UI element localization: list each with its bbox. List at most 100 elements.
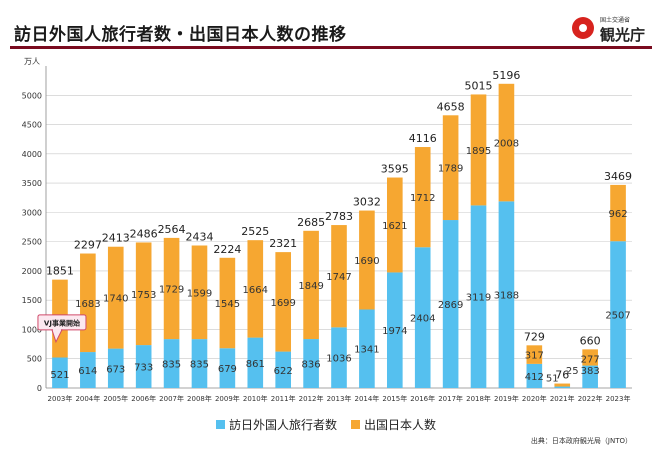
data-label-total: 3032 <box>353 196 381 209</box>
y-tick-label: 3000 <box>22 208 42 217</box>
data-label-total: 1851 <box>46 265 74 278</box>
data-label-outbound: 277 <box>581 354 600 365</box>
bar-outbound <box>303 230 319 340</box>
data-label-outbound: 317 <box>525 351 544 362</box>
data-label-total: 2486 <box>130 227 158 240</box>
data-label-inbound: 1036 <box>326 354 351 365</box>
data-label-total: 2525 <box>241 225 269 238</box>
x-tick-label: 2018年 <box>466 394 491 403</box>
bar-inbound <box>303 339 319 388</box>
data-label-outbound: 1712 <box>410 193 435 204</box>
bar-outbound <box>498 83 515 202</box>
legend-swatch-inbound <box>216 420 225 429</box>
data-label-total: 5196 <box>492 69 520 82</box>
x-tick-label: 2015年 <box>382 394 407 403</box>
data-label-total: 2564 <box>158 223 186 236</box>
data-label-inbound: 1974 <box>382 326 407 337</box>
data-label-inbound: 622 <box>274 366 293 377</box>
data-label-outbound: 1895 <box>466 146 491 157</box>
y-axis-unit-label: 万人 <box>24 57 40 66</box>
x-tick-label: 2003年 <box>48 394 73 403</box>
bar-inbound <box>526 363 543 388</box>
bar-inbound <box>386 272 403 388</box>
bar-outbound <box>582 349 598 366</box>
x-tick-label: 2020年 <box>522 394 547 403</box>
legend-label-inbound: 訪日外国人旅行者数 <box>229 418 338 432</box>
data-label-outbound: 1664 <box>243 285 268 296</box>
data-label-total: 2434 <box>185 231 213 244</box>
bar-outbound <box>414 147 431 248</box>
x-tick-label: 2017年 <box>438 394 463 403</box>
x-tick-label: 2014年 <box>354 394 379 403</box>
bar-outbound <box>331 225 347 328</box>
y-tick-label: 2500 <box>22 238 42 247</box>
bar-outbound <box>470 94 487 206</box>
bar-outbound <box>163 237 180 340</box>
bar-outbound <box>247 240 264 338</box>
bar-inbound <box>470 205 487 388</box>
legend-item-inbound: 訪日外国人旅行者数 <box>216 416 337 433</box>
x-tick-label: 2005年 <box>103 394 128 403</box>
y-tick-label: 3500 <box>22 179 42 188</box>
data-label-outbound: 1849 <box>298 281 323 292</box>
x-tick-label: 2022年 <box>578 394 603 403</box>
y-tick-label: 4500 <box>22 121 42 130</box>
bar-inbound <box>331 327 347 388</box>
data-label-total: 3469 <box>604 170 632 183</box>
data-label-inbound: 412 <box>525 372 544 383</box>
bar-inbound <box>107 348 124 388</box>
data-label-total: 2783 <box>325 210 353 223</box>
data-label-inbound: 673 <box>106 364 125 375</box>
bar-inbound <box>52 357 68 388</box>
bar-outbound <box>554 383 571 387</box>
data-label-inbound: 3119 <box>466 293 491 304</box>
bar-outbound <box>359 210 375 310</box>
bar-inbound <box>498 201 515 388</box>
data-label-total: 660 <box>580 334 601 347</box>
data-label-total: 2321 <box>269 237 297 250</box>
bar-outbound <box>219 257 236 349</box>
bar-inbound <box>247 337 264 388</box>
data-label-outbound: 1599 <box>187 288 212 299</box>
y-tick-label: 2000 <box>22 267 42 276</box>
data-label-outbound: 1545 <box>215 299 240 310</box>
bar-inbound <box>163 339 180 388</box>
x-tick-label: 2021年 <box>550 394 575 403</box>
data-label-outbound: 1690 <box>354 256 379 267</box>
data-label-inbound: 521 <box>50 370 69 381</box>
data-label-total: 2413 <box>102 232 130 245</box>
vj-callout-label: VJ事業開始 <box>44 318 80 327</box>
data-label-outbound: 1740 <box>103 294 128 305</box>
x-tick-label: 2006年 <box>131 394 156 403</box>
data-label-total: 4116 <box>409 132 437 145</box>
logo-name: 観光庁 <box>600 26 646 44</box>
logo-ministry: 国土交通省 <box>600 17 631 24</box>
data-label-inbound: 733 <box>134 363 153 374</box>
data-label-inbound: 861 <box>246 359 265 370</box>
logo-mark-icon <box>572 17 594 39</box>
y-tick-label: 1500 <box>22 296 42 305</box>
x-tick-label: 2016年 <box>410 394 435 403</box>
data-label-inbound: 679 <box>218 364 237 375</box>
data-label-inbound: 2869 <box>438 300 463 311</box>
source-note: 出典：日本政府観光局（JNTO） <box>530 437 632 445</box>
data-label-outbound: 962 <box>609 209 628 220</box>
bar-outbound <box>275 252 292 352</box>
bar-inbound <box>610 241 626 388</box>
y-tick-label: 500 <box>27 355 42 364</box>
data-label-inbound: 383 <box>581 366 600 377</box>
data-label-outbound: 1747 <box>326 272 351 283</box>
bar-outbound <box>135 242 152 346</box>
bar-inbound <box>554 386 571 388</box>
jta-logo: 国土交通省 観光庁 <box>572 13 646 45</box>
bar-inbound <box>442 220 459 388</box>
chart-legend: 訪日外国人旅行者数 出国日本人数 <box>216 416 436 433</box>
legend-label-outbound: 出国日本人数 <box>364 418 437 432</box>
data-label-total: 2224 <box>213 243 241 256</box>
data-label-outbound: 2008 <box>494 139 519 150</box>
data-label-outbound: 1621 <box>382 221 407 232</box>
data-label-inbound: 2507 <box>605 311 630 322</box>
x-tick-label: 2008年 <box>187 394 212 403</box>
bar-inbound <box>359 309 375 388</box>
data-label-total: 5015 <box>465 79 493 92</box>
